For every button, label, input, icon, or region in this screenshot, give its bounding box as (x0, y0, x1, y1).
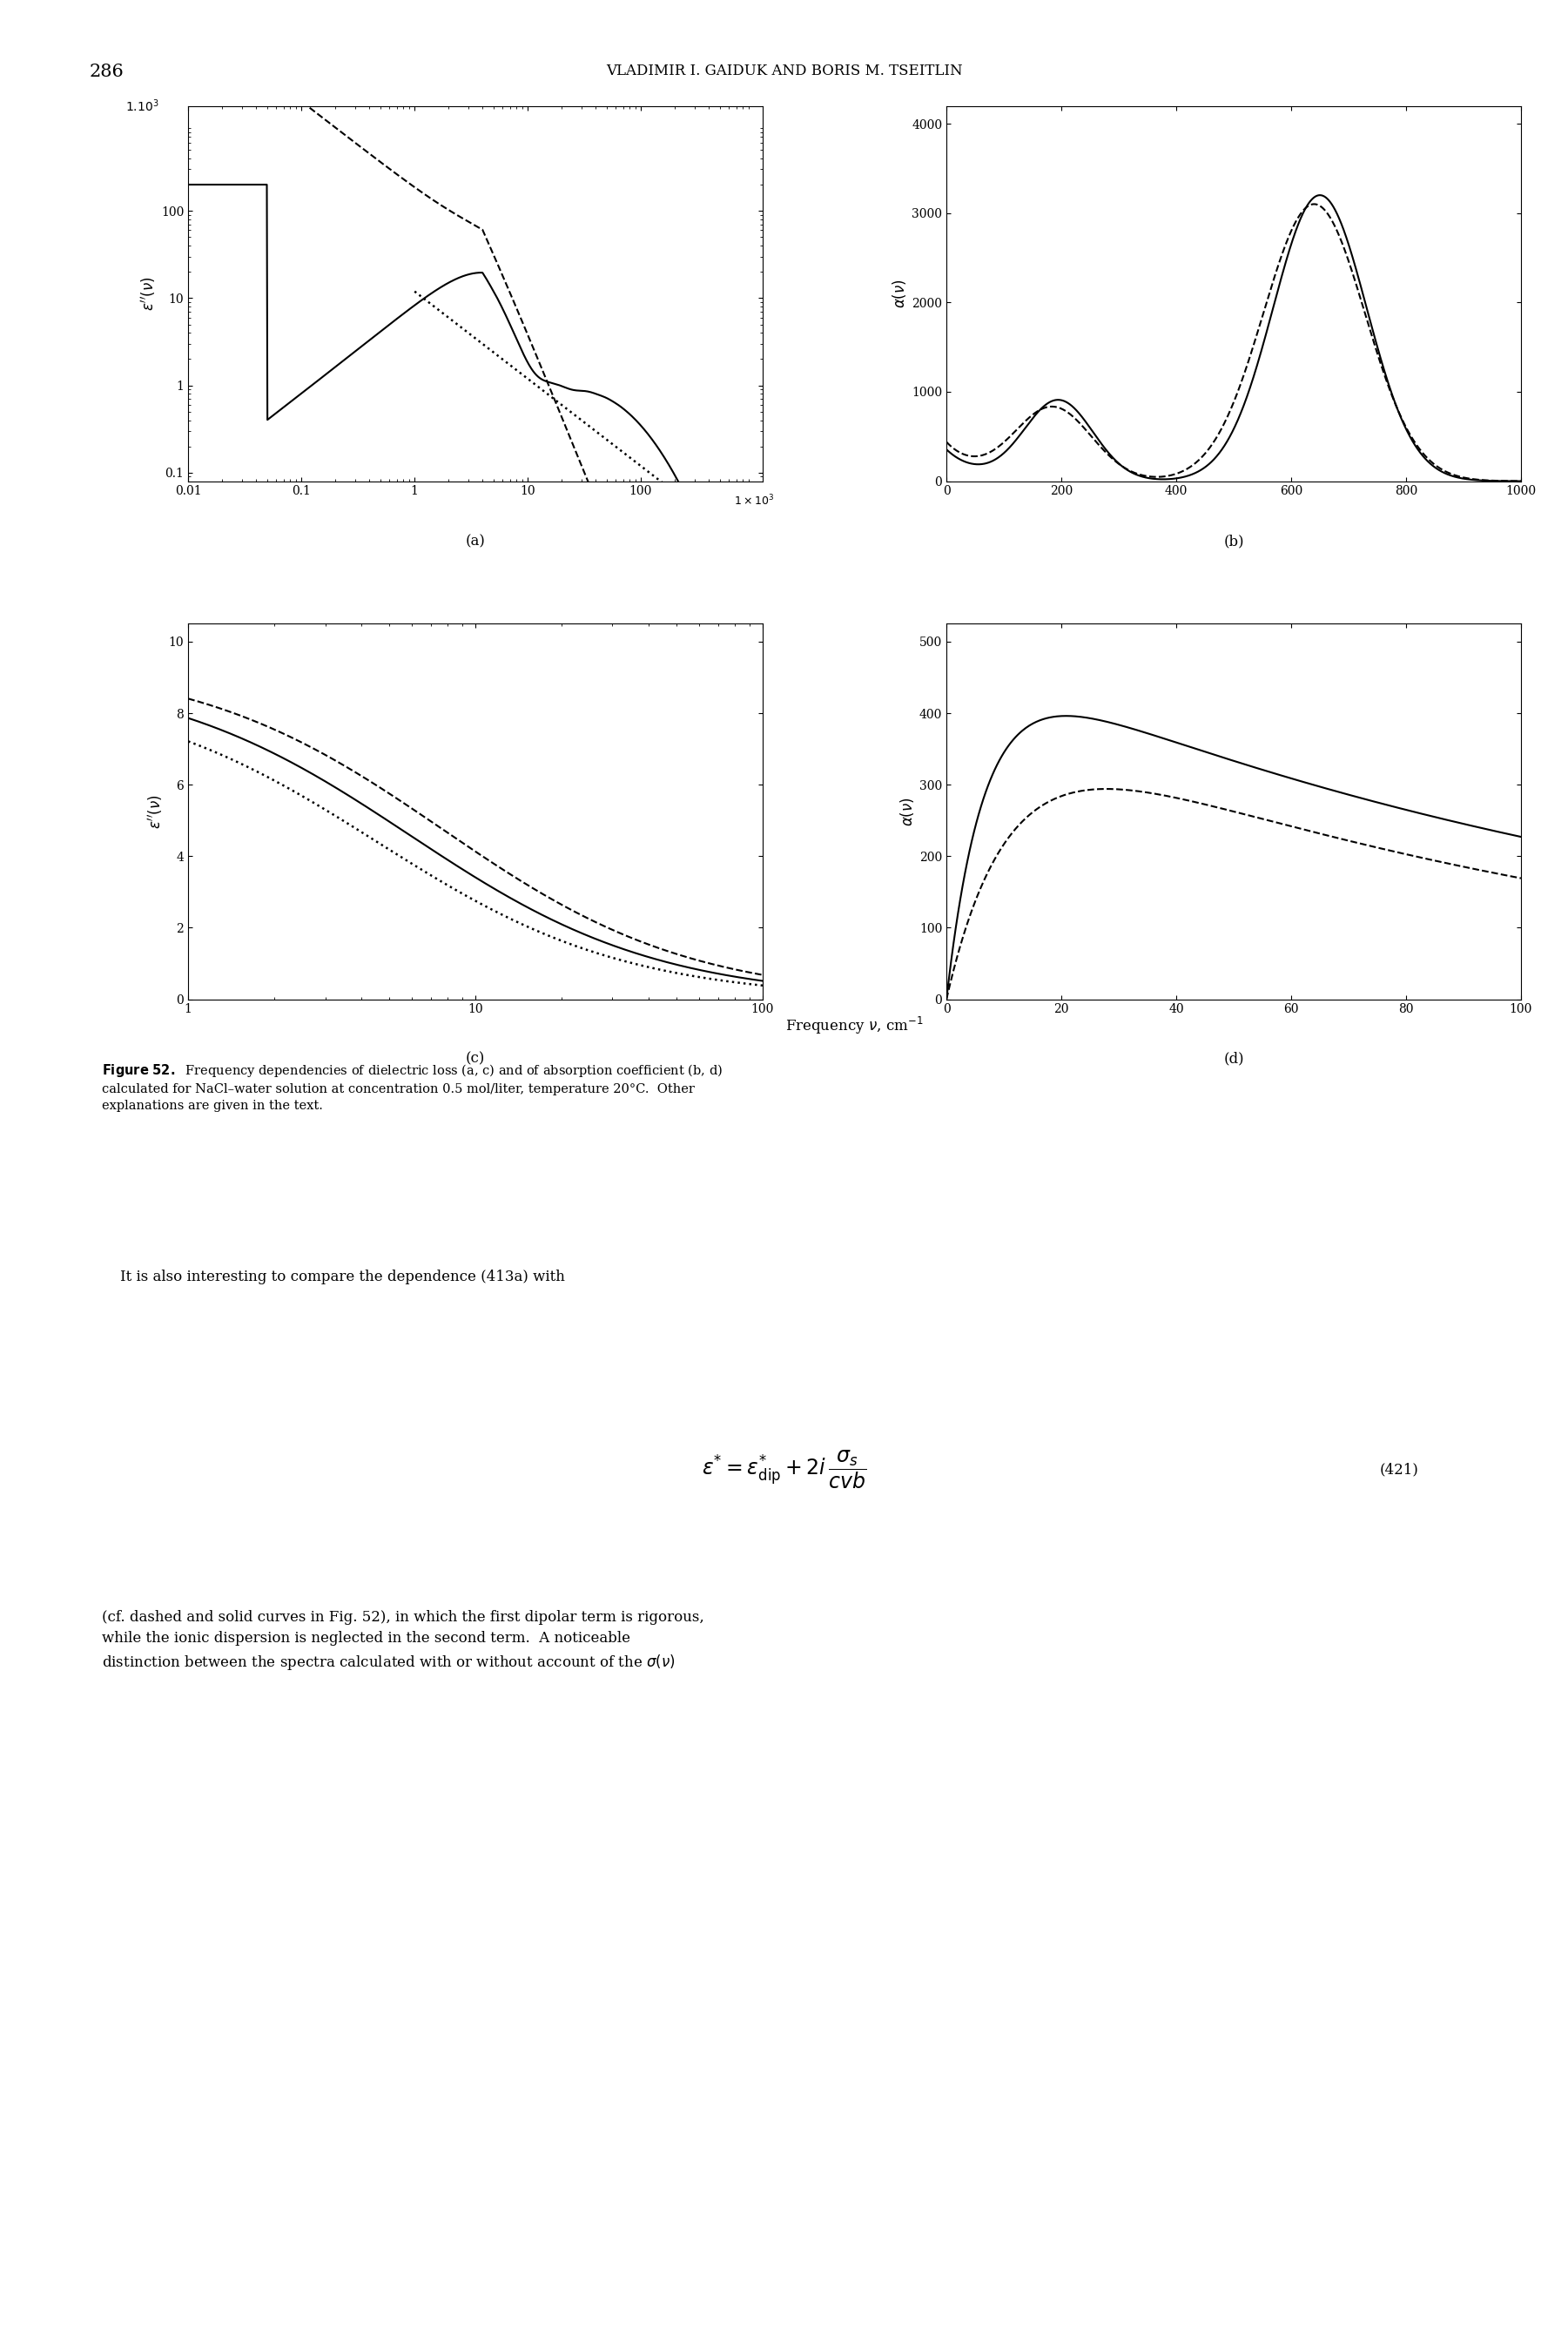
Text: (c): (c) (466, 1051, 485, 1067)
Text: 286: 286 (89, 63, 124, 80)
Y-axis label: $\alpha(\nu)$: $\alpha(\nu)$ (898, 797, 916, 825)
Text: Frequency $\nu$, cm$^{-1}$: Frequency $\nu$, cm$^{-1}$ (786, 1016, 924, 1037)
Text: (421): (421) (1380, 1462, 1419, 1476)
Text: $1\times10^3$: $1\times10^3$ (734, 494, 773, 508)
Y-axis label: $\varepsilon''(\nu)$: $\varepsilon''(\nu)$ (140, 277, 157, 310)
Text: (b): (b) (1223, 534, 1243, 548)
Text: VLADIMIR I. GAIDUK AND BORIS M. TSEITLIN: VLADIMIR I. GAIDUK AND BORIS M. TSEITLIN (605, 63, 963, 78)
Text: $\mathbf{Figure\ 52.}$  Frequency dependencies of dielectric loss (a, c) and of : $\mathbf{Figure\ 52.}$ Frequency depende… (102, 1063, 723, 1112)
Text: (cf. dashed and solid curves in Fig. 52), in which the first dipolar term is rig: (cf. dashed and solid curves in Fig. 52)… (102, 1610, 704, 1672)
Text: It is also interesting to compare the dependence (413a) with: It is also interesting to compare the de… (102, 1270, 564, 1284)
Text: (a): (a) (466, 534, 486, 548)
Text: $1.10^3$: $1.10^3$ (125, 99, 158, 113)
Y-axis label: $\varepsilon''(\nu)$: $\varepsilon''(\nu)$ (147, 795, 165, 828)
Text: $\varepsilon^{*} = \varepsilon^{*}_{\mathrm{dip}} + 2i\,\dfrac{\sigma_s}{cvb}$: $\varepsilon^{*} = \varepsilon^{*}_{\mat… (701, 1448, 867, 1491)
Text: (d): (d) (1223, 1051, 1243, 1067)
Y-axis label: $\alpha(\nu)$: $\alpha(\nu)$ (891, 280, 908, 308)
